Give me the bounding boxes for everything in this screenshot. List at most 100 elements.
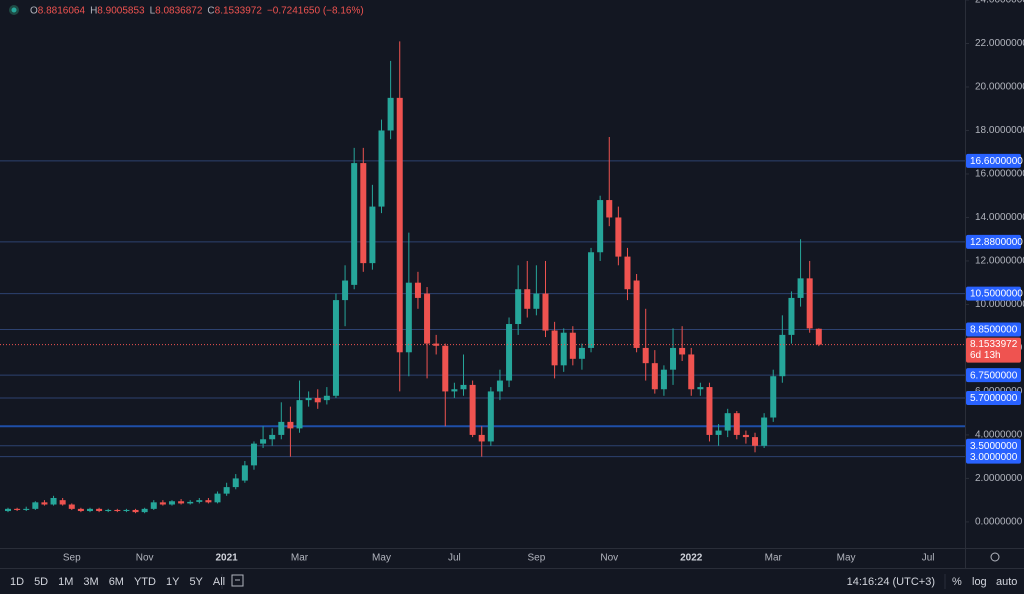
level-label-box — [966, 234, 1021, 249]
ohlc-key: H — [90, 6, 97, 17]
candle-body — [688, 354, 695, 390]
candle-body — [697, 387, 704, 390]
candle-body — [606, 200, 613, 218]
candle-body — [296, 400, 303, 429]
candle-body — [733, 413, 740, 435]
candle-body — [32, 502, 39, 509]
candle-body — [360, 163, 367, 264]
candle-body — [132, 509, 139, 513]
candle-body — [496, 380, 503, 392]
candle-body — [524, 289, 531, 309]
candle-body — [187, 501, 194, 504]
candle-body — [141, 508, 148, 513]
range-button[interactable]: 1D — [10, 576, 24, 588]
candle-body — [369, 206, 376, 264]
level-label-box — [966, 368, 1021, 383]
candle-body — [114, 509, 121, 512]
status-dot — [11, 7, 17, 13]
candle-body — [105, 509, 112, 512]
candle-body — [159, 502, 166, 505]
level-label: 8.8500000 — [970, 325, 1018, 336]
candles — [5, 41, 822, 514]
range-button[interactable]: YTD — [134, 576, 156, 588]
x-tick-label: Sep — [63, 553, 81, 564]
candle-body — [250, 443, 257, 466]
candle-body — [679, 347, 686, 355]
candle-body — [770, 376, 777, 418]
x-tick-label: Jul — [922, 553, 935, 564]
y-tick-label: 2.0000000 — [975, 473, 1023, 484]
candle-body — [314, 397, 321, 403]
candle-body — [396, 97, 403, 353]
level-label-box — [966, 438, 1021, 453]
candle-body — [478, 434, 485, 442]
ohlc-key: O — [30, 6, 38, 17]
candle-body — [378, 130, 385, 207]
candle-body — [615, 217, 622, 257]
candle-body — [469, 384, 476, 435]
candle-body — [232, 478, 239, 488]
candle-body — [642, 347, 649, 364]
candle-body — [287, 421, 294, 429]
ohlc-key: L — [150, 6, 156, 17]
candle-body — [96, 508, 103, 512]
candle-body — [342, 280, 349, 301]
range-button[interactable]: 5Y — [189, 576, 203, 588]
axis-option[interactable]: % — [952, 576, 962, 588]
candle-body — [41, 502, 48, 505]
candle-body — [223, 487, 230, 494]
candle-body — [68, 504, 75, 509]
candle-body — [706, 387, 713, 435]
candle-body — [260, 439, 267, 444]
settings-icon[interactable] — [990, 552, 1000, 562]
y-tick-label: 14.0000000 — [975, 212, 1024, 223]
y-tick-label: 12.0000000 — [975, 256, 1024, 267]
candle-body — [460, 384, 467, 390]
candle-body — [815, 328, 822, 345]
candle-body — [150, 502, 157, 509]
candle-body — [196, 500, 203, 502]
candle-body — [660, 369, 667, 390]
level-label: 3.0000000 — [970, 452, 1018, 463]
range-button[interactable]: 5D — [34, 576, 48, 588]
clock: 14:16:24 (UTC+3) — [847, 576, 935, 588]
x-tick-label: Mar — [291, 553, 309, 564]
level-label: 5.7000000 — [970, 393, 1018, 404]
candle-body — [788, 297, 795, 335]
y-tick-label: 20.0000000 — [975, 82, 1024, 93]
level-label: 6.7500000 — [970, 370, 1018, 381]
candle-body — [205, 500, 212, 503]
candle-body — [533, 293, 540, 309]
ohlc-value: 8.9005853 — [97, 6, 145, 17]
date-range-icon[interactable] — [231, 574, 244, 587]
candle-body — [332, 300, 339, 396]
calendar-icon[interactable] — [231, 574, 244, 587]
candle-body — [323, 395, 330, 401]
level-label: 12.8800000 — [970, 237, 1023, 248]
candle-body — [424, 293, 431, 344]
range-button[interactable]: 3M — [83, 576, 98, 588]
level-label: 16.6000000 — [970, 156, 1023, 167]
candle-body — [578, 347, 585, 359]
candle-body — [433, 343, 440, 346]
range-button[interactable]: All — [213, 576, 225, 588]
level-label-box — [966, 286, 1021, 301]
range-button[interactable]: 1Y — [166, 576, 180, 588]
candle-body — [178, 501, 185, 504]
axis-option[interactable]: auto — [996, 576, 1017, 588]
candle-body — [560, 332, 567, 366]
x-tick-label: Sep — [527, 553, 545, 564]
candle-body — [551, 330, 558, 366]
range-button[interactable]: 1M — [58, 576, 73, 588]
candle-body — [752, 437, 759, 446]
candle-body — [569, 332, 576, 359]
candle-body — [414, 282, 421, 298]
candle-body — [487, 391, 494, 442]
candle-body — [597, 200, 604, 253]
level-label-box — [966, 322, 1021, 337]
candle-body — [241, 465, 248, 481]
y-tick-label: 10.0000000 — [975, 299, 1024, 310]
range-button[interactable]: 6M — [109, 576, 124, 588]
axis-option[interactable]: log — [972, 576, 987, 588]
candle-body — [59, 500, 66, 505]
